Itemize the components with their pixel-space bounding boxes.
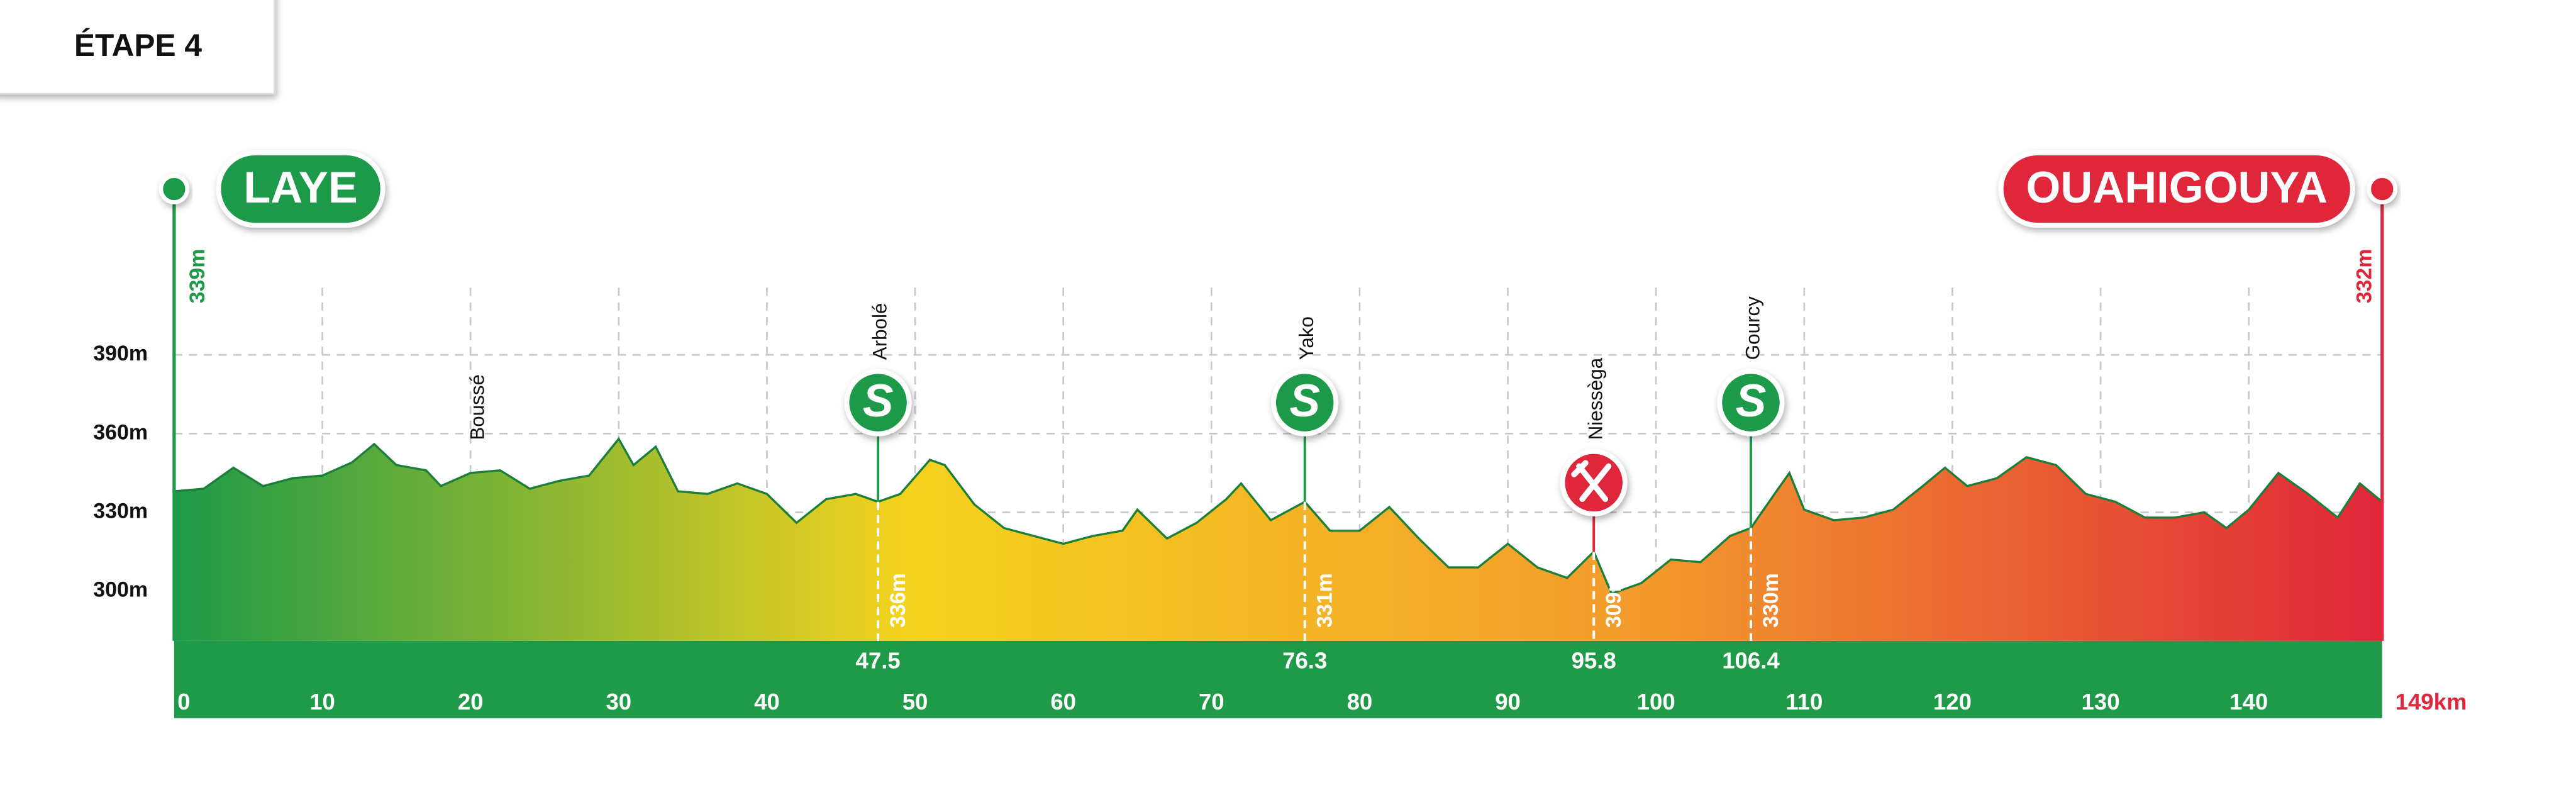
town-name: Niessèga: [1585, 357, 1607, 440]
y-tick-label: 300m: [93, 578, 148, 602]
x-tick-label: 80: [1347, 689, 1373, 715]
distance-band: [174, 640, 2382, 718]
elevation-area: [174, 438, 2382, 641]
poi-km: 106.4: [1722, 648, 1780, 674]
x-tick-label: 20: [458, 689, 484, 715]
poi-elevation: 309m: [1602, 573, 1626, 628]
sprint-letter: S: [863, 376, 894, 426]
x-tick-label: 100: [1637, 689, 1675, 715]
x-tick-label: 60: [1050, 689, 1076, 715]
sprint-letter: S: [1289, 376, 1320, 426]
x-tick-label: 149km: [2396, 689, 2467, 715]
fork-icon: [1571, 460, 1612, 503]
y-tick-label: 360m: [93, 420, 148, 444]
finish-elevation: 332m: [2353, 249, 2377, 304]
finish-pill: [1998, 150, 2355, 228]
start-dot: [158, 174, 190, 204]
sprint-icon: [1271, 369, 1339, 437]
stage-title: ÉTAPE 4: [74, 28, 203, 63]
x-tick-label: 30: [606, 689, 631, 715]
start-elevation: 339m: [186, 249, 209, 304]
town-name: Gourcy: [1741, 296, 1763, 360]
x-tick-label: 130: [2082, 689, 2120, 715]
x-tick-label: 120: [1933, 689, 1972, 715]
x-tick-label: 110: [1785, 689, 1823, 715]
sprint-icon: [844, 369, 912, 437]
poi-elevation: 330m: [1759, 573, 1783, 628]
x-tick-label: 140: [2229, 689, 2268, 715]
y-tick-label: 390m: [93, 342, 148, 365]
sprint-icon: [1717, 369, 1785, 437]
x-tick-label: 10: [309, 689, 335, 715]
poi-km: 76.3: [1282, 648, 1327, 674]
x-tick-label: 90: [1495, 689, 1521, 715]
x-tick-label: 50: [902, 689, 928, 715]
poi-km: 95.8: [1572, 648, 1616, 674]
finish-name: OUAHIGOUYA: [2026, 162, 2328, 212]
town-name: Boussé: [466, 374, 488, 440]
x-tick-label: 40: [754, 689, 780, 715]
poi-km: 47.5: [856, 648, 901, 674]
start-name: LAYE: [243, 162, 358, 212]
town-name: Arbolé: [869, 303, 891, 360]
start-pill: [216, 150, 386, 228]
x-tick-label: 70: [1199, 689, 1224, 715]
poi-elevation: 331m: [1313, 573, 1337, 628]
poi-elevation: 336m: [886, 573, 910, 628]
title-box: [0, 0, 275, 95]
y-tick-label: 330m: [93, 499, 148, 523]
sprint-letter: S: [1736, 376, 1767, 426]
x-tick-label: 0: [177, 689, 190, 715]
elevation-line: [174, 437, 2383, 595]
town-name: Yako: [1296, 316, 1318, 360]
finish-dot: [2367, 174, 2397, 204]
